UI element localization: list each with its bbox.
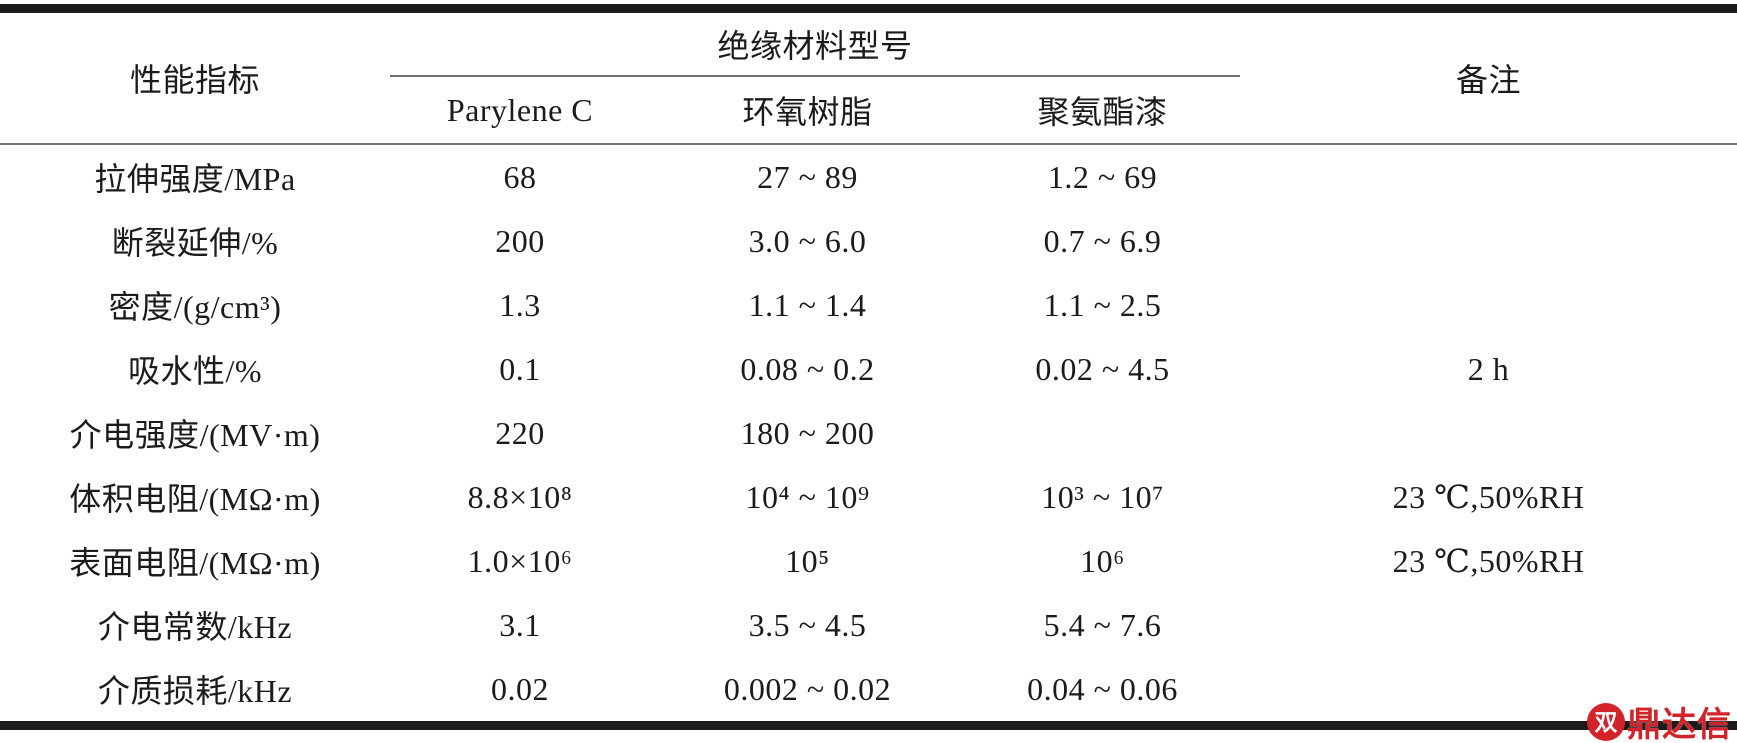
- table-row-dielectric-strength: 介电强度/(MV·m) 220 180 ~ 200: [0, 401, 1737, 465]
- row-label: 体积电阻/(MΩ·m): [69, 481, 321, 517]
- row-label: 断裂延伸/%: [111, 225, 279, 261]
- cell-value: 0.08 ~ 0.2: [740, 350, 875, 387]
- cell-remark: [1240, 273, 1737, 337]
- row-label: 介质损耗/kHz: [97, 673, 293, 709]
- cell-value: 220: [495, 414, 545, 451]
- cell-value: 0.04 ~ 0.06: [1027, 670, 1178, 707]
- table-row-elongation-at-break: 断裂延伸/% 200 3.0 ~ 6.0 0.7 ~ 6.9: [0, 209, 1737, 273]
- cell-value: 3.1: [499, 606, 541, 643]
- row-label: 拉伸强度/MPa: [94, 161, 296, 197]
- cell-value: 10⁴ ~ 10⁹: [745, 478, 870, 515]
- header-material-group: 绝缘材料型号: [390, 8, 1241, 77]
- insulation-material-properties-table: 性能指标 绝缘材料型号 备注 Parylene C 环氧树脂 聚氨酯漆 拉伸强度…: [0, 4, 1737, 730]
- cell-value: 1.1 ~ 2.5: [1043, 286, 1162, 323]
- row-label: 介电常数/kHz: [97, 609, 293, 645]
- cell-remark: 2 h: [1467, 350, 1510, 387]
- cell-value: 0.02 ~ 4.5: [1035, 350, 1170, 387]
- cell-value: 200: [495, 222, 545, 259]
- cell-remark: 23 ℃,50%RH: [1392, 479, 1585, 515]
- cell-remark: [1240, 593, 1737, 657]
- table-row-density: 密度/(g/cm³) 1.3 1.1 ~ 1.4 1.1 ~ 2.5: [0, 273, 1737, 337]
- cell-value: 3.0 ~ 6.0: [748, 222, 867, 259]
- cell-value: 0.002 ~ 0.02: [723, 670, 892, 707]
- cell-value: 1.1 ~ 1.4: [748, 286, 867, 323]
- cell-value: 0.7 ~ 6.9: [1043, 222, 1162, 259]
- cell-value: 8.8×10⁸: [467, 478, 573, 515]
- table-row-tensile-strength: 拉伸强度/MPa 68 27 ~ 89 1.2 ~ 69: [0, 144, 1737, 209]
- cell-value: 27 ~ 89: [757, 158, 858, 195]
- header-material-epoxy-resin: 环氧树脂: [650, 76, 965, 145]
- row-label: 表面电阻/(MΩ·m): [69, 545, 321, 581]
- cell-value: 10⁵: [785, 542, 830, 579]
- cell-value: 1.3: [499, 286, 541, 323]
- header-material-parylene-c: Parylene C: [390, 76, 650, 145]
- table-row-dielectric-loss: 介质损耗/kHz 0.02 0.002 ~ 0.02 0.04 ~ 0.06: [0, 657, 1737, 726]
- cell-value: 10⁶: [1080, 542, 1125, 579]
- header-performance-index: 性能指标: [0, 8, 390, 145]
- cell-value: 180 ~ 200: [740, 414, 875, 451]
- table-row-volume-resistance: 体积电阻/(MΩ·m) 8.8×10⁸ 10⁴ ~ 10⁹ 10³ ~ 10⁷ …: [0, 465, 1737, 529]
- header-material-polyurethane: 聚氨酯漆: [965, 76, 1241, 145]
- table-row-water-absorption: 吸水性/% 0.1 0.08 ~ 0.2 0.02 ~ 4.5 2 h: [0, 337, 1737, 401]
- paper-table-page: 性能指标 绝缘材料型号 备注 Parylene C 环氧树脂 聚氨酯漆 拉伸强度…: [0, 4, 1737, 743]
- cell-remark: [1240, 144, 1737, 209]
- cell-value: 3.5 ~ 4.5: [748, 606, 867, 643]
- row-label: 密度/(g/cm³): [108, 289, 282, 325]
- cell-value: [965, 401, 1240, 465]
- header-row-materials: Parylene C 环氧树脂 聚氨酯漆: [0, 76, 1737, 145]
- cell-value: 68: [503, 158, 537, 195]
- cell-remark: 23 ℃,50%RH: [1392, 543, 1585, 579]
- cell-value: 1.0×10⁶: [467, 542, 573, 579]
- cell-value: 10³ ~ 10⁷: [1041, 478, 1164, 515]
- cell-remark: [1240, 209, 1737, 273]
- table-row-dielectric-constant: 介电常数/kHz 3.1 3.5 ~ 4.5 5.4 ~ 7.6: [0, 593, 1737, 657]
- cell-value: 5.4 ~ 7.6: [1043, 606, 1162, 643]
- watermark-dingdaxin: 双 鼎达信: [1587, 697, 1732, 743]
- watermark-logo-icon: 双: [1587, 702, 1625, 741]
- cell-value: 1.2 ~ 69: [1047, 158, 1158, 195]
- watermark-text: 鼎达信: [1627, 706, 1732, 743]
- cell-value: 0.02: [491, 670, 549, 707]
- cell-value: 0.1: [499, 350, 541, 387]
- cell-remark: [1240, 401, 1737, 465]
- header-remark: 备注: [1240, 8, 1737, 145]
- table-row-surface-resistance: 表面电阻/(MΩ·m) 1.0×10⁶ 10⁵ 10⁶ 23 ℃,50%RH: [0, 529, 1737, 593]
- header-row-group: 性能指标 绝缘材料型号 备注: [0, 8, 1737, 145]
- row-label: 介电强度/(MV·m): [69, 417, 321, 453]
- row-label: 吸水性/%: [127, 353, 263, 389]
